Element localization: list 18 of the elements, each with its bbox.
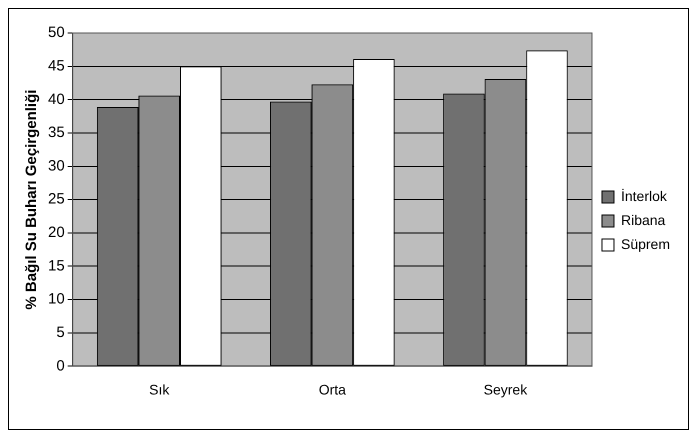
y-tick-label: 10: [48, 290, 65, 308]
y-tick-label: 40: [48, 90, 65, 108]
y-axis-title: % Bağıl Su Buharı Geçirgenliği: [23, 90, 40, 310]
y-tick-label: 45: [48, 57, 65, 74]
y-tick-label: 0: [56, 357, 65, 374]
y-tick-label: 50: [48, 24, 65, 42]
y-tick-label: 5: [56, 324, 65, 342]
y-tick-label: 30: [48, 157, 65, 174]
legend-label: İnterlok: [620, 188, 668, 204]
legend-label: Ribana: [620, 212, 666, 228]
y-tick-label: 15: [48, 257, 65, 274]
y-tick-label: 25: [48, 190, 65, 208]
x-tick-label: Seyrek: [484, 381, 528, 398]
legend-label: Süprem: [620, 236, 670, 252]
y-tick-label: 35: [48, 124, 65, 142]
y-tick-label: 20: [48, 224, 65, 242]
x-tick-label: Orta: [318, 381, 346, 398]
x-tick-label: Sık: [149, 381, 170, 398]
